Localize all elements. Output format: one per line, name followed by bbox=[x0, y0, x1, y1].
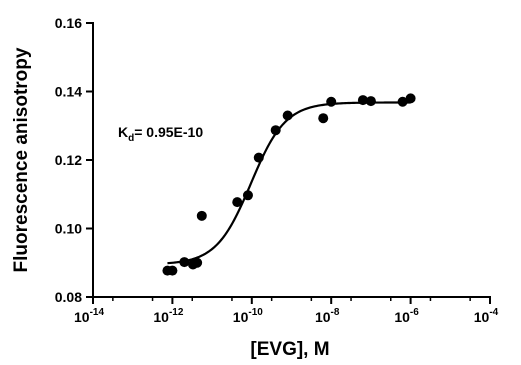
y-ticks: 0.08 0.10 0.12 0.14 0.16 bbox=[55, 15, 93, 305]
data-points bbox=[162, 93, 416, 276]
data-point bbox=[282, 110, 293, 121]
data-point bbox=[318, 113, 329, 124]
data-point bbox=[232, 197, 243, 208]
data-point bbox=[326, 96, 337, 107]
data-point bbox=[179, 257, 190, 268]
y-tick-label: 0.12 bbox=[55, 152, 82, 168]
data-point bbox=[397, 96, 408, 107]
data-point bbox=[167, 265, 178, 276]
fit-curve bbox=[167, 101, 411, 265]
x-tick-label: 10-12 bbox=[153, 307, 183, 325]
plot-area bbox=[162, 93, 416, 276]
y-axis-title: Fluorescence anisotropy bbox=[11, 47, 32, 272]
x-axis: 10-14 10-12 10-10 10-8 10-6 10-4 bbox=[74, 296, 499, 325]
y-tick-label: 0.10 bbox=[55, 221, 82, 237]
y-tick-label: 0.14 bbox=[55, 84, 82, 100]
x-tick-label: 10-10 bbox=[233, 307, 263, 325]
y-tick-label: 0.08 bbox=[55, 289, 82, 305]
kd-annotation: Kd= 0.95E-10 bbox=[118, 124, 203, 144]
data-point bbox=[365, 96, 376, 107]
data-point bbox=[253, 152, 264, 163]
y-axis: 0.08 0.10 0.12 0.14 0.16 bbox=[55, 15, 94, 305]
x-tick-label: 10-14 bbox=[74, 307, 104, 325]
x-axis-title: [EVG], M bbox=[250, 339, 329, 360]
data-point bbox=[196, 210, 207, 221]
data-point bbox=[192, 257, 203, 268]
x-tick-label: 10-6 bbox=[394, 307, 419, 325]
x-ticks: 10-14 10-12 10-10 10-8 10-6 10-4 bbox=[74, 297, 499, 325]
data-point bbox=[242, 190, 253, 201]
x-tick-label: 10-8 bbox=[315, 307, 340, 325]
data-point bbox=[357, 95, 368, 106]
x-tick-label: 10-4 bbox=[474, 307, 499, 325]
data-point bbox=[405, 93, 416, 104]
y-tick-label: 0.16 bbox=[55, 15, 82, 31]
data-point bbox=[270, 125, 281, 136]
